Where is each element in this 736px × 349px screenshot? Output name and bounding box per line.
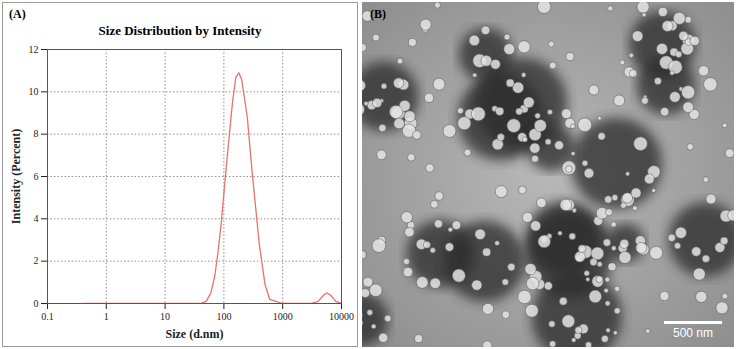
- svg-text:4: 4: [34, 213, 39, 224]
- svg-text:100: 100: [216, 311, 231, 322]
- svg-text:10000: 10000: [329, 311, 354, 322]
- svg-text:2: 2: [34, 255, 39, 266]
- html-text:Size Distribution by Intensity: Size Distribution by Intensity: [98, 23, 262, 38]
- svg-text:12: 12: [29, 44, 39, 55]
- svg-text:1: 1: [104, 311, 109, 322]
- svg-text:6: 6: [34, 171, 39, 182]
- svg-text:500 nm: 500 nm: [673, 326, 713, 340]
- svg-text:Intensity (Percent): Intensity (Percent): [9, 129, 23, 224]
- html-text:(A): (A): [9, 7, 26, 21]
- svg-text:0.1: 0.1: [41, 311, 54, 322]
- svg-text:10: 10: [160, 311, 170, 322]
- svg-text:8: 8: [34, 128, 39, 139]
- svg-text:1000: 1000: [273, 311, 293, 322]
- svg-text:0: 0: [34, 298, 39, 309]
- svg-text:Size (d.nm): Size (d.nm): [166, 327, 224, 341]
- svg-text:10: 10: [29, 86, 39, 97]
- svg-text:(B): (B): [370, 7, 386, 21]
